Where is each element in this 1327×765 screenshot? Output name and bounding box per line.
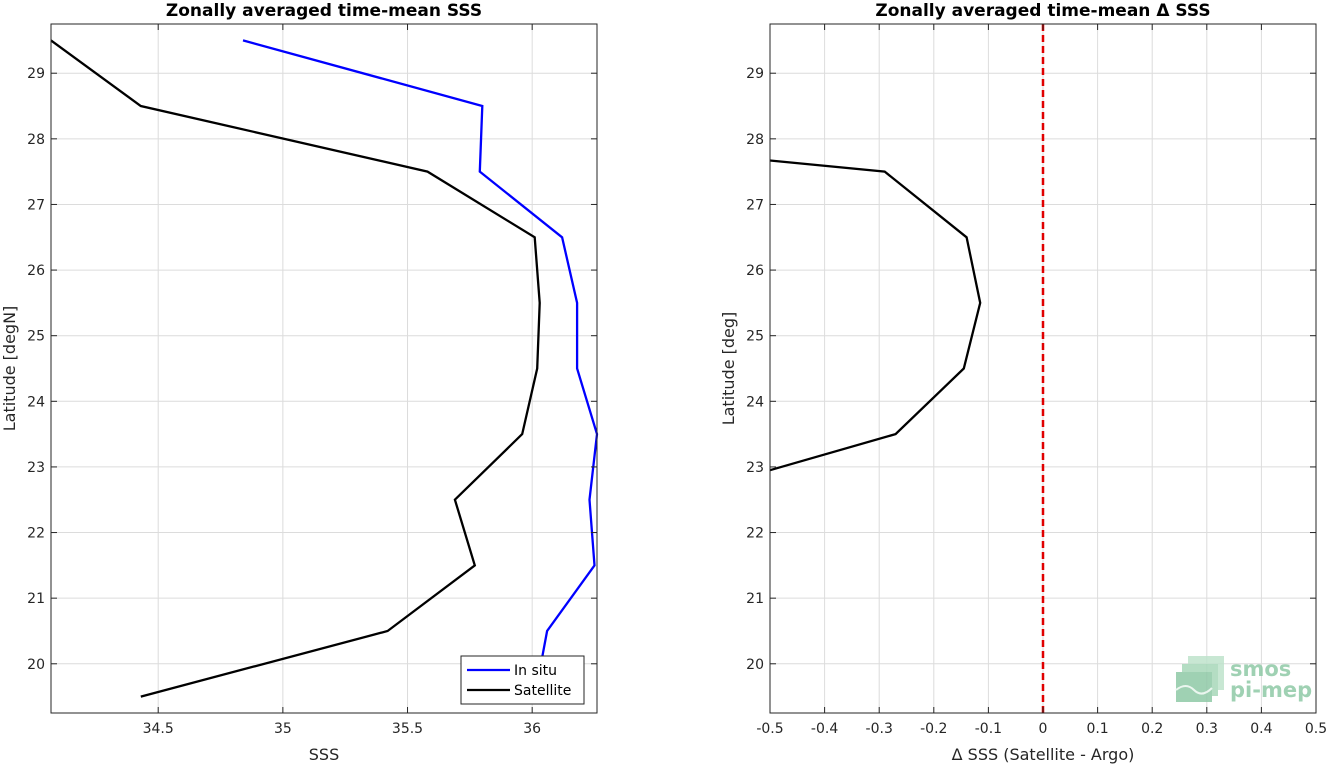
delta-y-tick-label: 20 (746, 657, 764, 673)
sss-y-tick-label: 22 (27, 526, 45, 542)
smos-pi-mep-logo: smos pi-mep (1175, 656, 1312, 702)
sss-chart-title: Zonally averaged time-mean SSS (166, 1, 482, 21)
logo-wave-icon (1175, 685, 1213, 695)
delta-x-tick-label: -0.3 (866, 721, 893, 737)
delta-sss-panel: -0.5 -0.4 -0.3 -0.2 -0.1 0 0.1 0.2 0.3 0.4 0.5 20 21… (719, 1, 1327, 764)
delta-series-line-0 (769, 159, 982, 472)
sss-y-tick-label: 20 (27, 657, 45, 673)
sss-x-tick-label: 35 (274, 721, 292, 737)
sss-y-tick-label: 28 (27, 132, 45, 148)
delta-y-tick-label: 26 (746, 263, 764, 279)
sss-series-satellite (50, 39, 541, 698)
sss-series-in-situ (242, 39, 599, 658)
sss-x-axis-label: SSS (309, 745, 339, 764)
delta-x-tick-label: -0.1 (975, 721, 1002, 737)
sss-y-tick-label: 23 (27, 460, 45, 476)
sss-y-tick-label: 24 (27, 394, 45, 410)
delta-y-tick-label: 27 (746, 197, 764, 213)
legend-box (460, 655, 585, 705)
sss-plot-frame (50, 23, 598, 714)
delta-x-tick-label: -0.5 (756, 721, 783, 737)
delta-x-tick-label: 0.2 (1141, 721, 1163, 737)
sss-y-axis-label: Latitude [degN] (0, 306, 19, 432)
delta-y-tick-label: 21 (746, 591, 764, 607)
delta-ticks: -0.5 -0.4 -0.3 -0.2 -0.1 0 0.1 0.2 0.3 0.4 0.5 20 21… (746, 24, 1327, 737)
delta-x-tick-label: -0.2 (920, 721, 947, 737)
sss-ticks: 34.5 35 35.5 36 20 21 22 23 24 25 26 27 28 29 (27, 24, 597, 737)
delta-y-axis-label: Latitude [deg] (719, 312, 738, 426)
delta-y-tick-label: 22 (746, 526, 764, 542)
sss-x-tick-label: 35.5 (392, 721, 423, 737)
delta-y-tick-label: 25 (746, 329, 764, 345)
legend: In situ Satellite (460, 655, 585, 705)
sss-y-tick-label: 27 (27, 197, 45, 213)
delta-y-tick-label: 24 (746, 394, 764, 410)
delta-series (769, 159, 982, 472)
delta-x-tick-label: 0.4 (1250, 721, 1272, 737)
delta-y-tick-label: 28 (746, 132, 764, 148)
delta-x-tick-label: 0 (1039, 721, 1048, 737)
sss-x-tick-label: 36 (523, 721, 541, 737)
sss-y-tick-label: 29 (27, 66, 45, 82)
sss-grid (51, 24, 597, 713)
logo-text-smos: smos (1230, 657, 1291, 681)
delta-x-tick-label: 0.1 (1086, 721, 1108, 737)
delta-y-tick-label: 23 (746, 460, 764, 476)
delta-x-tick-label: 0.3 (1196, 721, 1218, 737)
delta-y-tick-label: 29 (746, 66, 764, 82)
logo-text-pi-mep: pi-mep (1230, 678, 1312, 702)
legend-label-satellite: Satellite (514, 683, 571, 699)
sss-y-tick-label: 21 (27, 591, 45, 607)
sss-y-tick-label: 26 (27, 263, 45, 279)
sss-series (50, 39, 599, 698)
sss-y-tick-label: 25 (27, 329, 45, 345)
delta-chart-title: Zonally averaged time-mean Δ SSS (875, 1, 1210, 21)
sss-x-tick-label: 34.5 (143, 721, 174, 737)
legend-label-in-situ: In situ (514, 663, 557, 679)
delta-x-tick-label: 0.5 (1305, 721, 1327, 737)
sss-panel: 34.5 35 35.5 36 20 21 22 23 24 25 26 27 28 29 Zonally… (0, 1, 599, 764)
delta-x-axis-label: Δ SSS (Satellite - Argo) (952, 745, 1135, 764)
delta-x-tick-label: -0.4 (811, 721, 838, 737)
